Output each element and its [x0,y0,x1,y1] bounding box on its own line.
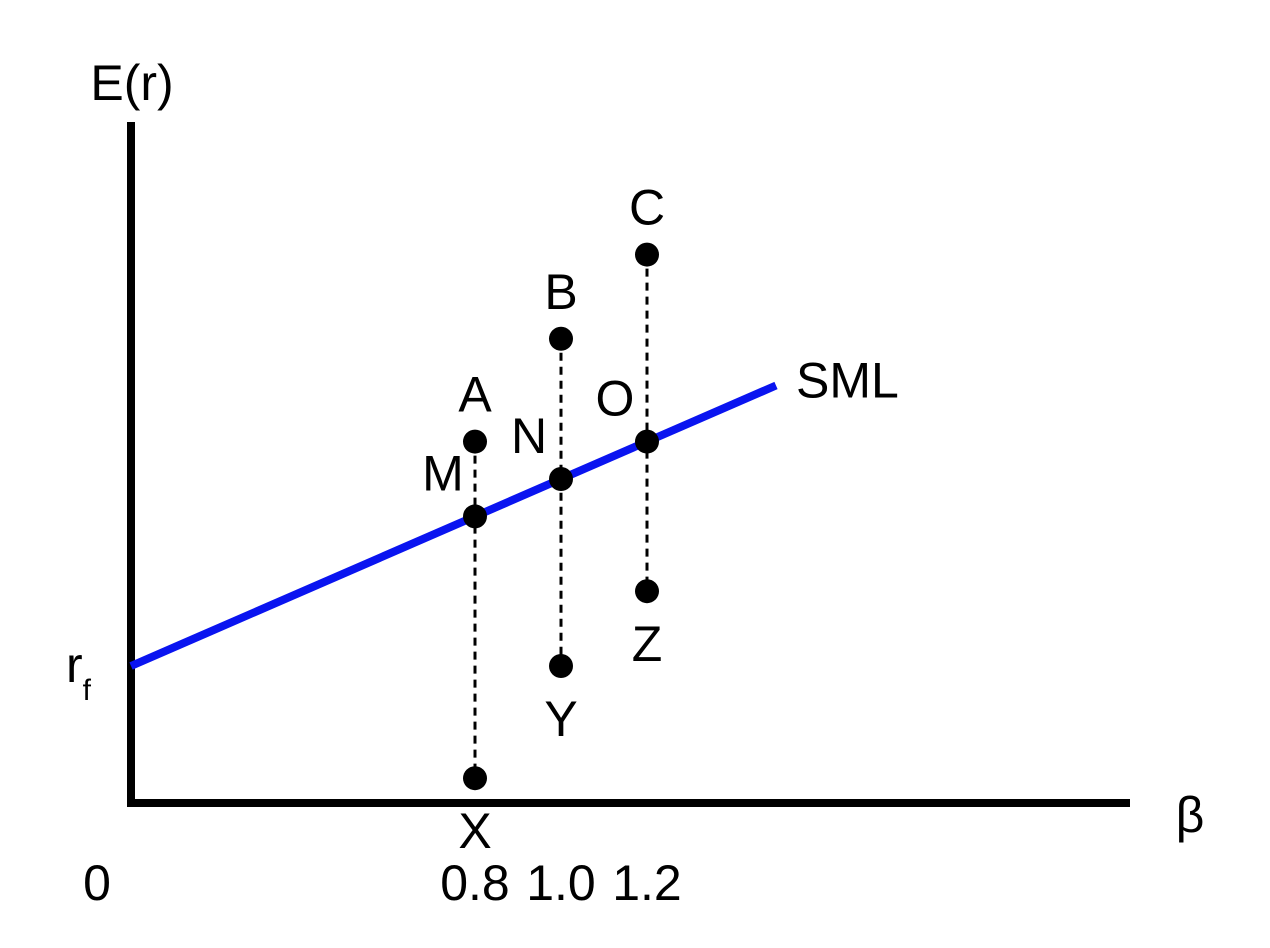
point-b [549,326,573,351]
point-label-y: Y [544,691,577,747]
sml-series: SML [129,353,899,670]
point-label-x: X [458,803,491,859]
point-label-m: M [422,445,464,501]
point-label-o: O [596,371,635,427]
points: AM X B N Y C O Z [422,180,665,860]
y-axis-label: E(r) [90,55,173,111]
sml-label: SML [796,353,899,409]
axes [127,122,1130,807]
dashed-verticals [473,254,649,779]
x-tick-label: 1.0 [526,855,596,911]
point-y [549,654,573,678]
point-label-n: N [511,408,547,464]
rf-label: rf [66,637,92,707]
x-axis-label: β [1176,787,1205,843]
point-x [463,766,487,791]
point-label-b: B [544,264,577,320]
x-tick-label: 0.8 [440,855,510,911]
sml-line [129,381,778,670]
point-c [635,242,659,267]
point-z [635,579,659,604]
x-tick-label: 1.2 [612,855,682,911]
rf-label-main: r [66,637,83,693]
origin-label: 0 [83,855,111,911]
point-label-c: C [629,180,665,236]
rf-label-subscript: f [83,674,92,707]
point-o [635,429,659,454]
point-n [549,467,573,491]
point-label-z: Z [632,616,663,672]
point-a [463,429,487,454]
point-label-a: A [458,367,492,423]
point-m [463,504,487,529]
labels: E(r) β 0 rf 0.8 1.0 1.2 [66,55,1204,911]
